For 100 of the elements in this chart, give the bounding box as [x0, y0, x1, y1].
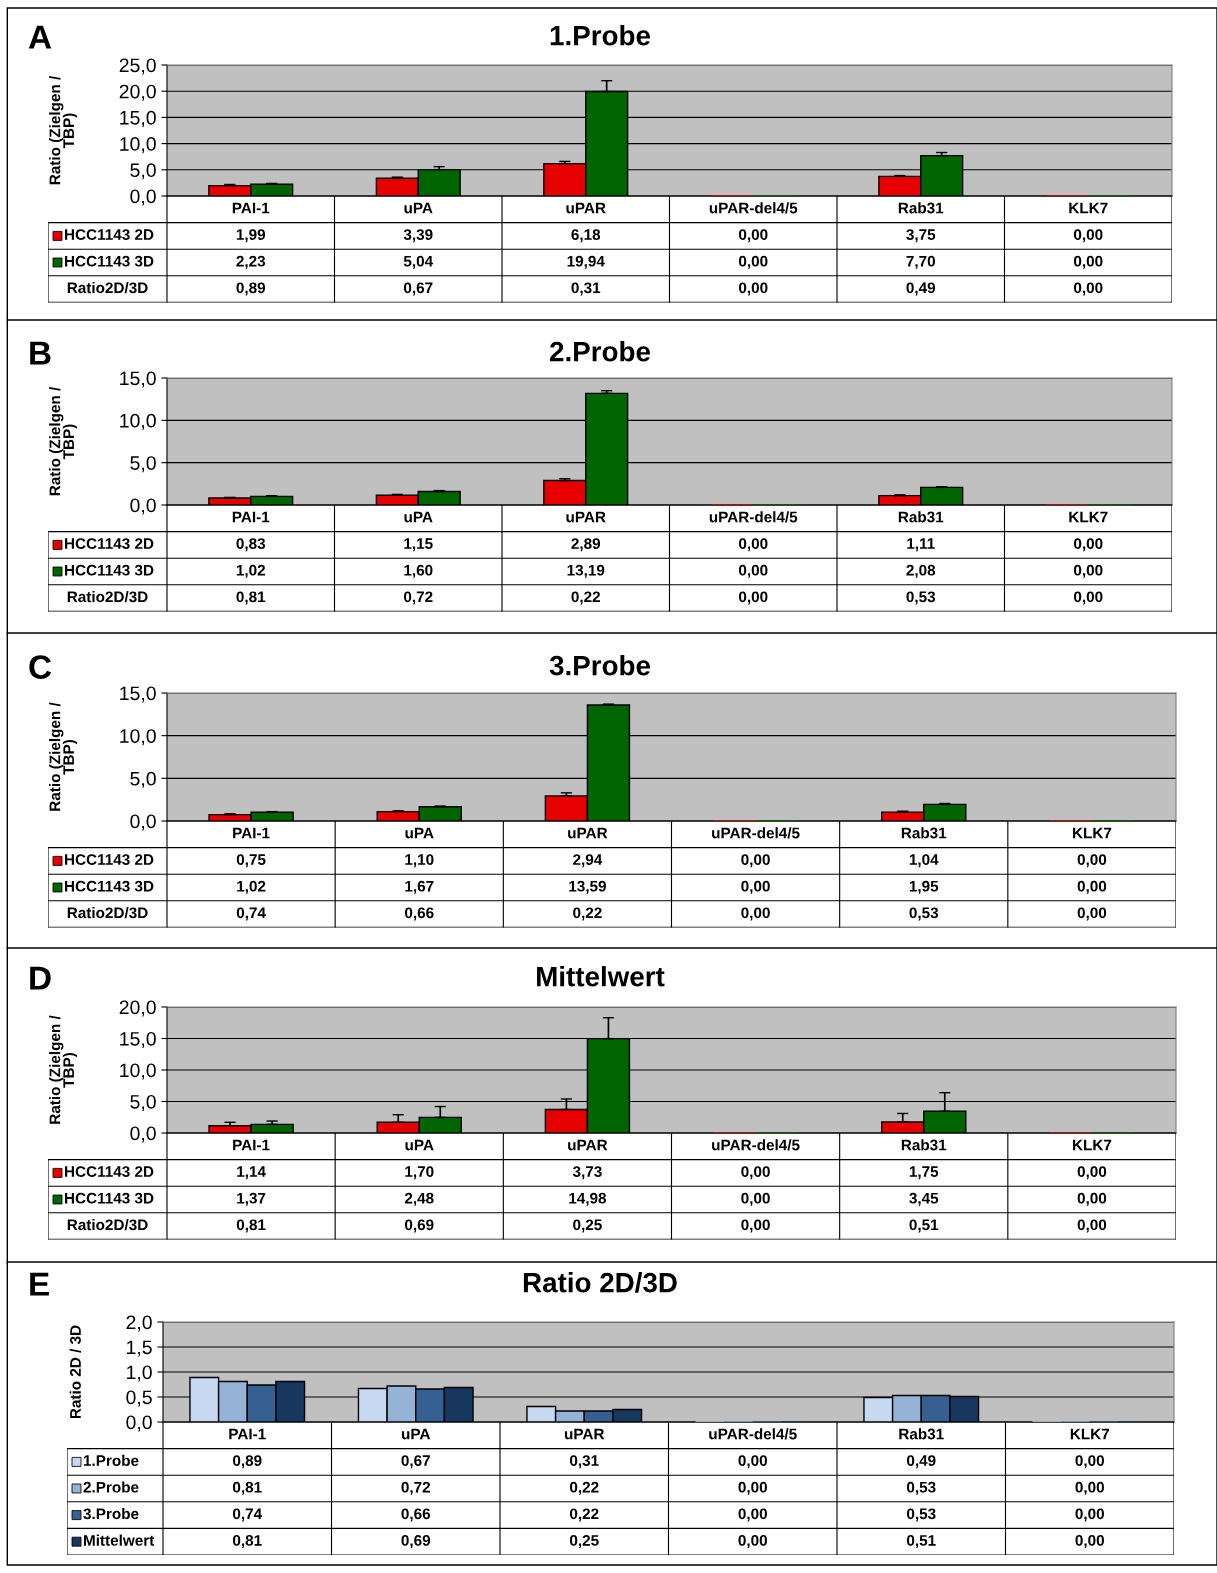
text: 0,00 [738, 591, 768, 605]
x-tick-label: uPAR-del4/5 [712, 827, 800, 839]
x-tick-label: Rab31 [898, 202, 944, 214]
y-tick-label: 20,0 [119, 1000, 156, 1017]
y-tick-label: 0,0 [126, 1415, 152, 1432]
text: 0,81 [236, 591, 266, 605]
text: 0,67 [403, 282, 433, 296]
data-label: 0,53 [906, 1481, 936, 1495]
text: 0,00 [1073, 591, 1103, 605]
data-label: 1,60 [404, 564, 433, 578]
data-label: 0,67 [401, 1455, 430, 1469]
text: 0,89 [236, 282, 266, 296]
x-tick-label: PAI-1 [232, 202, 270, 214]
x-tick-label: uPAR [566, 511, 606, 523]
text: Ratio2D/3D [67, 590, 148, 603]
y-axis-title: Ratio (Zielgen / TBP) [49, 75, 78, 185]
x-tick-label: KLK7 [1072, 827, 1112, 839]
y-tick-label: 15,0 [120, 1031, 156, 1049]
data-label: 0,00 [738, 1508, 767, 1522]
x-tick-label: uPA [405, 827, 434, 839]
text: 0,00 [741, 1219, 770, 1233]
y-axis-title: Ratio (Zielgen / TBP) [49, 702, 78, 811]
text: B [30, 341, 51, 365]
data-label: 1,70 [405, 1166, 434, 1180]
y-axis-title: Ratio (Zielgen / TBP) [49, 1015, 78, 1124]
x-tick-label: uPAR [564, 1428, 605, 1440]
y-tick-label: 15,0 [120, 110, 156, 127]
data-label: 0,00 [1077, 880, 1107, 894]
data-label: 0,00 [738, 255, 768, 269]
data-label: 0,51 [906, 1534, 936, 1549]
y-tick-label: 10,0 [120, 729, 156, 746]
data-label: 0,00 [1075, 1481, 1104, 1495]
x-tick-label: KLK7 [1070, 1428, 1110, 1440]
data-label: 1,99 [236, 229, 266, 243]
x-tick-label: uPAR-del4/5 [709, 1428, 797, 1440]
text: Ratio2D/3D [67, 281, 148, 294]
legend-label: Mittelwert [84, 1534, 155, 1546]
data-label: 0,00 [1075, 1534, 1104, 1549]
text: 0,49 [906, 282, 936, 296]
data-label: 0,66 [401, 1508, 431, 1522]
text: 0,00 [1077, 907, 1107, 921]
y-tick-label: 0,0 [130, 814, 156, 831]
data-label: 1,02 [237, 880, 266, 894]
text: 0,25 [573, 1219, 602, 1233]
data-label: 0,74 [232, 1508, 263, 1522]
y-tick-label: 1,5 [127, 1340, 152, 1357]
data-label: 1,10 [405, 854, 434, 868]
x-tick-label: KLK7 [1069, 511, 1108, 523]
data-label: 0,00 [1073, 564, 1103, 578]
text: 0,69 [404, 1219, 434, 1233]
data-label: 3,75 [906, 229, 936, 243]
legend-label: HCC1143 3D [65, 880, 154, 892]
data-label: 0,00 [1075, 1508, 1104, 1522]
legend-label: 3.Probe [83, 1507, 139, 1520]
x-tick-label: KLK7 [1069, 202, 1108, 214]
data-label: 0,22 [569, 1508, 599, 1522]
x-tick-label: uPA [404, 202, 433, 214]
y-tick-label: 5,0 [130, 1094, 156, 1112]
y-tick-label: 0,0 [130, 1126, 156, 1143]
text: 0,66 [404, 907, 434, 921]
x-tick-label: uPAR [566, 202, 606, 214]
text: 0,53 [906, 591, 936, 605]
data-label: 0,00 [1077, 854, 1107, 868]
x-tick-label: uPA [401, 1428, 431, 1440]
data-label: 1,95 [909, 880, 939, 894]
x-tick-label: PAI-1 [233, 827, 270, 839]
data-label: 0,49 [906, 1455, 936, 1469]
data-label: 0,00 [741, 880, 770, 894]
data-label: 2,89 [571, 538, 601, 552]
data-label: 0,00 [738, 1455, 767, 1469]
y-tick-label: 10,0 [120, 1063, 156, 1080]
data-label: 1,75 [909, 1166, 939, 1180]
data-label: 0,83 [236, 538, 266, 552]
y-axis-title: Ratio (Zielgen / TBP) [49, 386, 78, 496]
legend-label: HCC1143 3D [65, 1192, 154, 1204]
x-tick-label: Rab31 [898, 511, 944, 523]
text: C [29, 655, 52, 679]
data-label: 2,08 [906, 564, 936, 578]
data-label: 0,53 [906, 1508, 936, 1522]
text: 0,00 [1073, 282, 1103, 296]
text: 0,00 [741, 907, 770, 921]
x-tick-label: KLK7 [1072, 1139, 1112, 1151]
text: D [30, 966, 51, 990]
x-tick-label: uPAR [568, 827, 608, 839]
text: 0,00 [738, 282, 768, 296]
y-tick-label: 5,0 [130, 771, 156, 788]
y-tick-label: 10,0 [120, 413, 156, 430]
data-label: 0,00 [1075, 1455, 1104, 1469]
data-label: 0,00 [738, 1534, 767, 1549]
data-label: 1,11 [907, 538, 935, 552]
data-label: 1,37 [237, 1192, 266, 1206]
chart-title: 1.Probe [550, 25, 650, 46]
data-label: 0,00 [738, 538, 768, 552]
x-tick-label: uPA [404, 511, 433, 523]
text: Ratio2D/3D [67, 906, 148, 919]
text: Ratio2D/3D [67, 1218, 148, 1231]
x-tick-label: Rab31 [901, 1139, 947, 1151]
data-label: 0,31 [569, 1455, 599, 1469]
x-tick-label: Rab31 [901, 827, 947, 839]
y-tick-label: 0,5 [126, 1390, 152, 1407]
